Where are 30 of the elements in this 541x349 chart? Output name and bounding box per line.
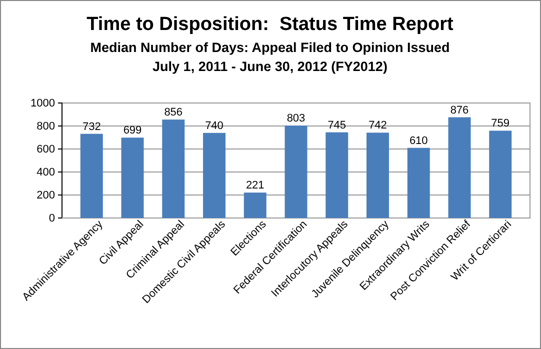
bar [366, 132, 389, 218]
data-label: 745 [328, 119, 346, 132]
data-label: 740 [205, 120, 224, 132]
bar [244, 192, 266, 218]
bar [121, 138, 144, 218]
data-label: 610 [409, 134, 428, 147]
bar [162, 120, 185, 218]
y-tick-label: 800 [36, 120, 55, 133]
chart-subtitle: Median Number of Days: Appeal Filed to Opinion Issued July 1, 2011 - June 30, 2012 (FY2012) [90, 40, 450, 74]
data-label: 856 [164, 106, 183, 119]
bar [284, 126, 308, 218]
y-tick-label: 600 [36, 144, 55, 156]
bar [326, 132, 348, 218]
bar [203, 132, 226, 218]
data-label: 221 [246, 180, 264, 192]
data-label: 732 [82, 120, 101, 133]
data-label: 742 [368, 120, 387, 132]
data-label: 699 [123, 124, 142, 137]
y-tick-label: 200 [36, 190, 55, 202]
chart-title: Time to Disposition: Status Time Report [86, 14, 454, 35]
bar [80, 134, 103, 218]
bar [448, 117, 471, 218]
data-label: 759 [491, 118, 510, 130]
y-tick-label: 0 [48, 212, 55, 225]
bar [407, 148, 430, 218]
data-label: 876 [450, 104, 469, 116]
y-tick-label: 400 [36, 166, 55, 179]
y-tick-label: 1000 [30, 98, 55, 110]
data-label: 803 [286, 112, 306, 125]
bar [489, 130, 512, 218]
